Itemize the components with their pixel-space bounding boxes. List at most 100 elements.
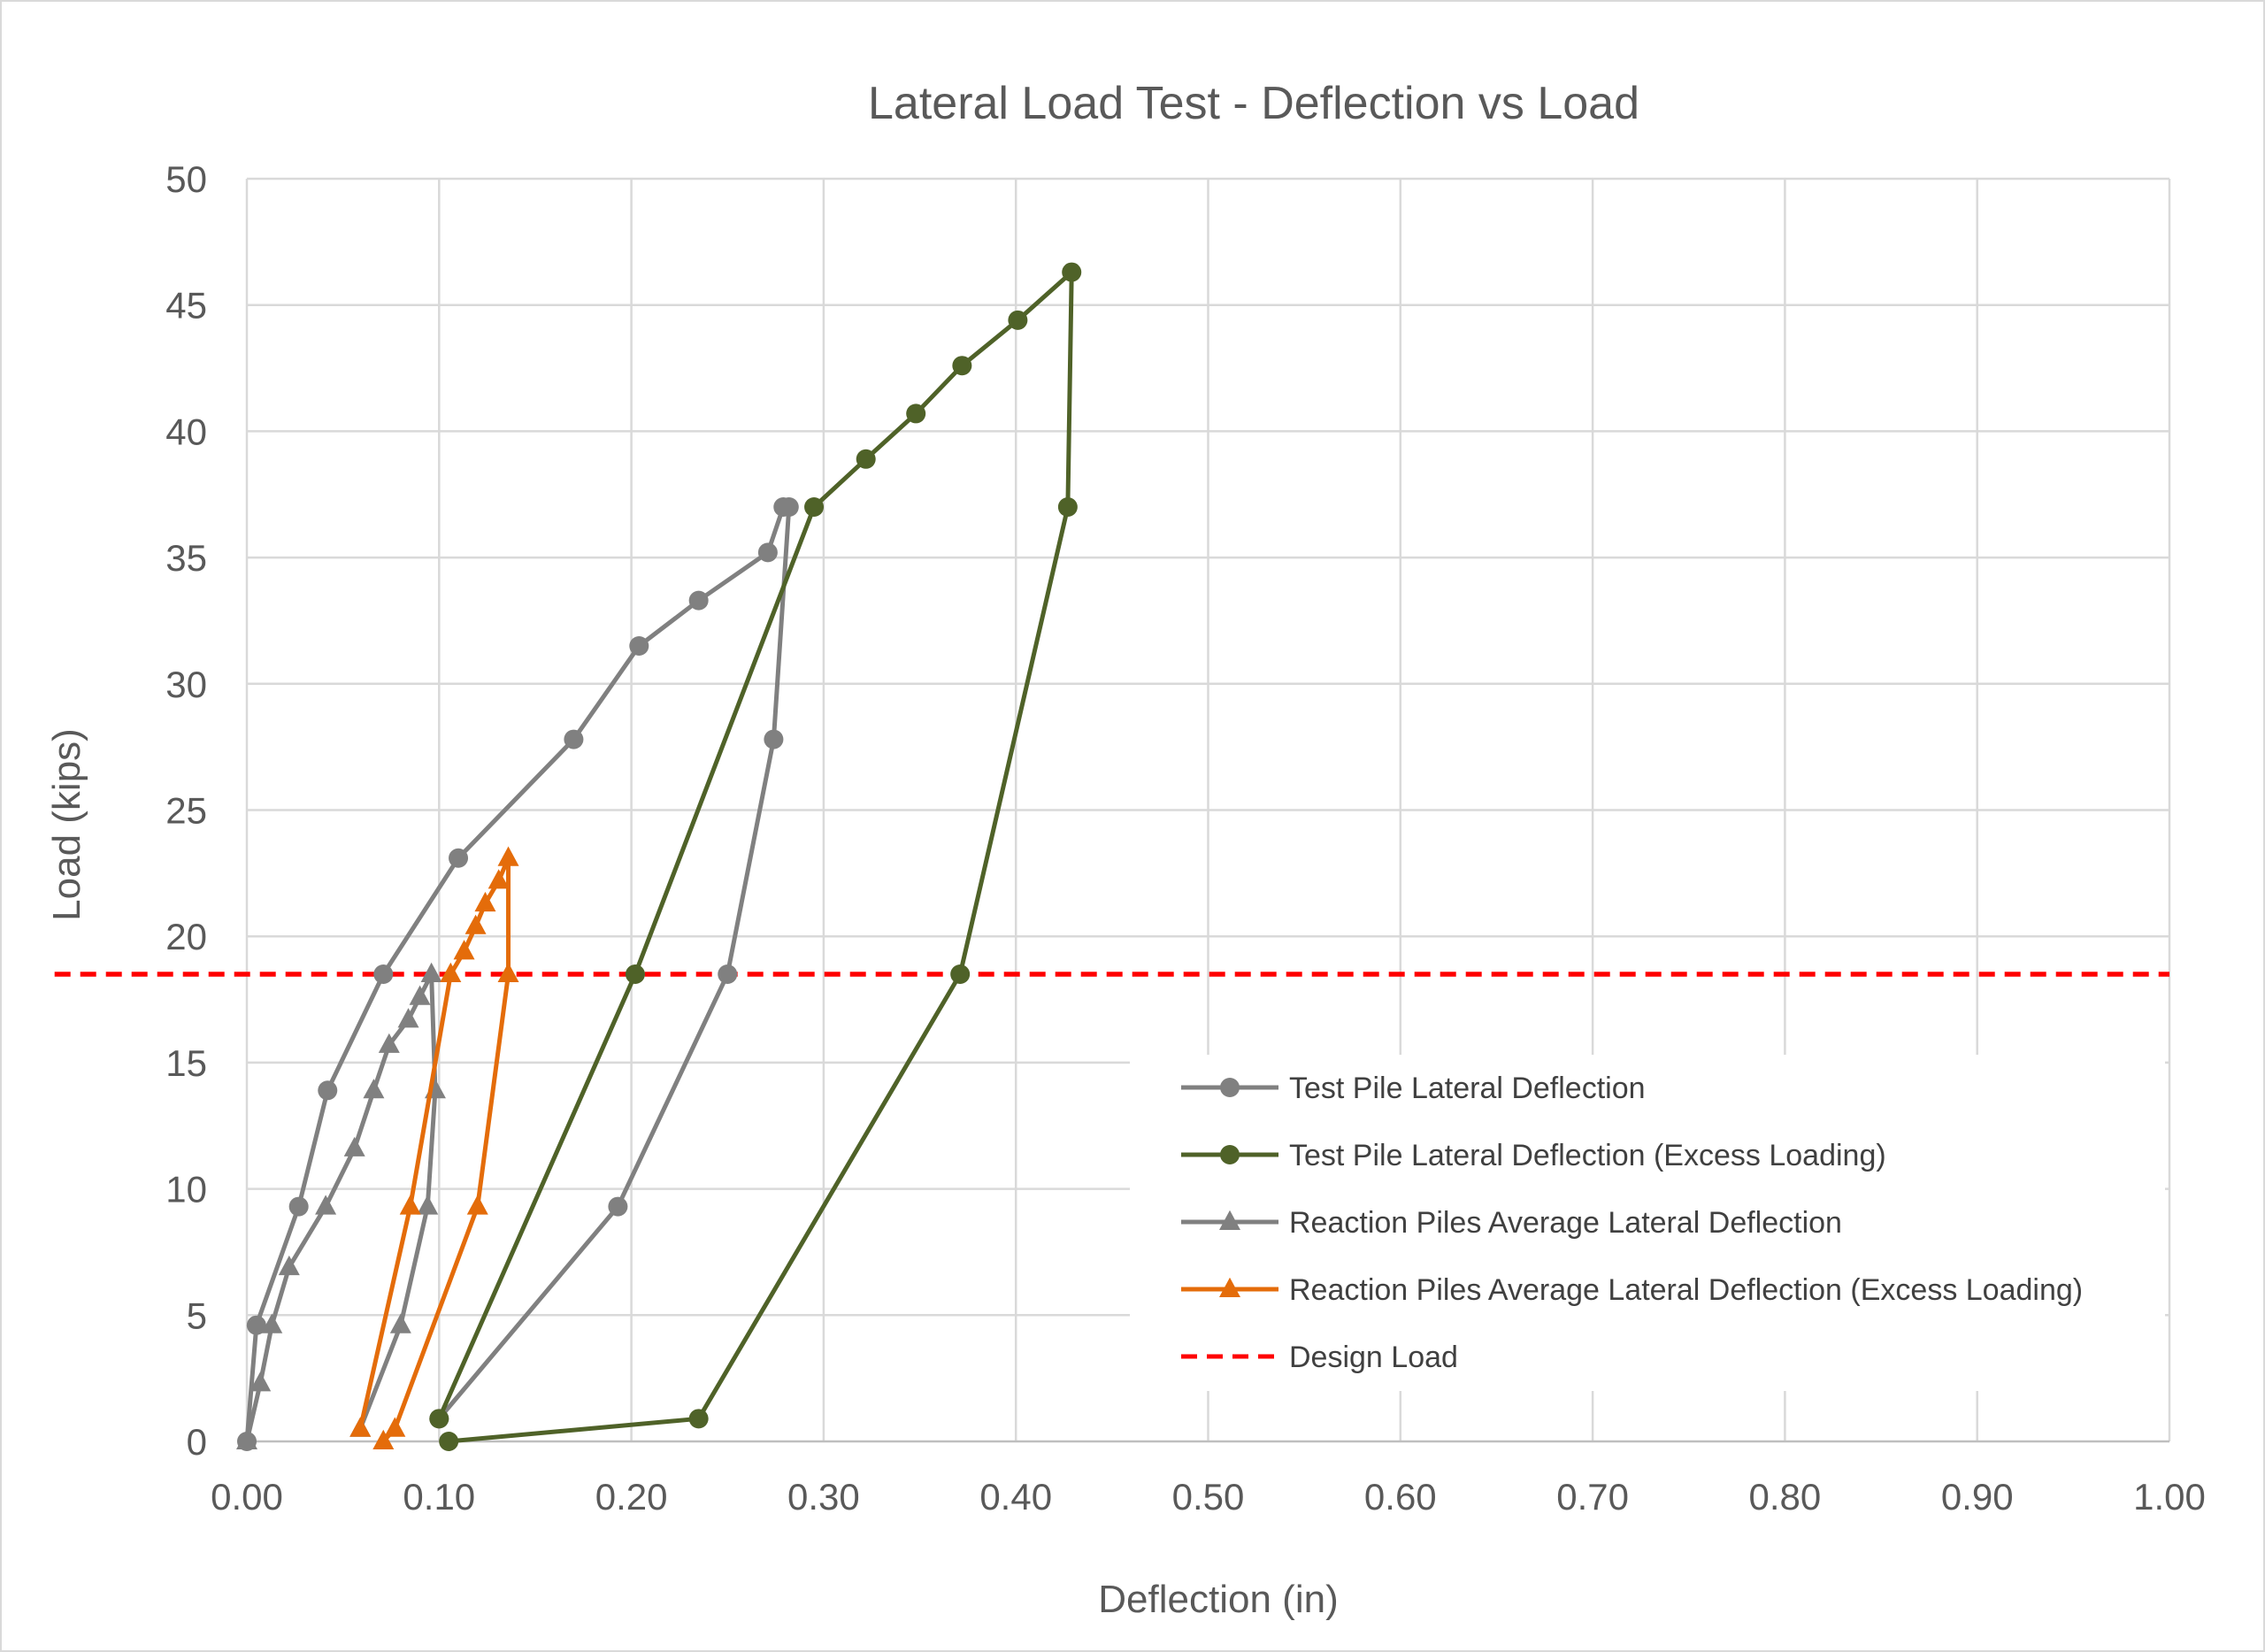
legend-background — [1130, 1055, 2165, 1391]
series-3 — [349, 846, 519, 1449]
data-point — [950, 964, 971, 985]
data-point — [453, 940, 475, 960]
series-0 — [237, 497, 799, 1451]
data-point — [440, 962, 462, 983]
data-point — [261, 1313, 283, 1333]
x-tick-label: 1.00 — [2133, 1476, 2206, 1518]
data-point — [363, 1079, 385, 1099]
x-tick-label: 0.50 — [1172, 1476, 1245, 1518]
data-point — [372, 1429, 395, 1449]
data-point — [449, 848, 469, 868]
data-point — [906, 403, 926, 424]
data-point — [288, 1196, 309, 1217]
data-point — [1057, 497, 1078, 518]
series-line — [357, 856, 511, 1443]
chart-title: Lateral Load Test - Deflection vs Load — [868, 78, 1639, 129]
x-tick-label: 0.00 — [211, 1476, 283, 1518]
legend-label: Reaction Piles Average Lateral Deflectio… — [1289, 1206, 1842, 1240]
series-1 — [429, 262, 1082, 1451]
y-tick-label: 50 — [165, 158, 207, 200]
legend-item: Test Pile Lateral Deflection (Excess Loa… — [1181, 1139, 1886, 1172]
data-point — [409, 985, 431, 1005]
legend-label: Design Load — [1289, 1341, 1458, 1374]
data-point — [237, 1432, 257, 1451]
data-point — [429, 1409, 449, 1429]
data-point — [417, 1195, 439, 1215]
legend-item: Reaction Piles Average Lateral Deflectio… — [1181, 1206, 1842, 1240]
data-point — [378, 1033, 400, 1053]
x-tick-label: 0.20 — [595, 1476, 668, 1518]
x-axis-title: Deflection (in) — [1098, 1578, 1338, 1621]
legend-label: Test Pile Lateral Deflection (Excess Loa… — [1289, 1139, 1886, 1172]
legend: Test Pile Lateral Deflection Test Pile La… — [1130, 1055, 2165, 1391]
y-tick-label: 20 — [165, 916, 207, 957]
data-point — [246, 1315, 266, 1335]
y-tick-label: 35 — [165, 537, 207, 579]
y-tick-label: 10 — [165, 1169, 207, 1210]
data-point — [373, 964, 394, 985]
series-line — [244, 504, 792, 1442]
data-point — [318, 1080, 338, 1101]
data-point — [757, 542, 778, 563]
x-tick-label: 0.10 — [403, 1476, 475, 1518]
legend-marker — [1220, 1145, 1240, 1164]
series-line — [437, 270, 1074, 1444]
legend-label: Test Pile Lateral Deflection — [1289, 1072, 1646, 1105]
data-point — [804, 497, 825, 518]
legend-marker — [1219, 1210, 1240, 1230]
data-point — [397, 1008, 419, 1028]
data-point — [488, 869, 510, 889]
x-tick-label: 0.40 — [979, 1476, 1052, 1518]
y-tick-label: 25 — [165, 790, 207, 832]
data-point — [779, 497, 799, 518]
x-tick-label: 0.30 — [787, 1476, 860, 1518]
data-point — [465, 914, 487, 934]
series-layer — [54, 262, 2169, 1451]
y-tick-label: 5 — [187, 1295, 207, 1336]
data-point — [1062, 262, 1082, 282]
legend-item: Design Load — [1181, 1341, 1458, 1374]
y-axis-title: Load (kips) — [45, 728, 88, 921]
legend-item: Test Pile Lateral Deflection — [1181, 1072, 1646, 1105]
data-point — [439, 1432, 459, 1451]
data-point — [688, 590, 709, 611]
data-point — [384, 1417, 406, 1437]
x-tick-label: 0.60 — [1364, 1476, 1437, 1518]
y-tick-label: 40 — [165, 411, 207, 452]
data-point — [399, 1195, 421, 1215]
data-point — [420, 962, 442, 983]
data-point — [315, 1195, 337, 1215]
data-point — [389, 1313, 411, 1333]
data-point — [764, 729, 784, 749]
legend-marker — [1219, 1277, 1240, 1297]
y-tick-label: 45 — [165, 285, 207, 327]
legend-item: Reaction Piles Average Lateral Deflectio… — [1181, 1273, 2083, 1307]
data-point — [497, 846, 519, 866]
x-tick-label: 0.90 — [1941, 1476, 2014, 1518]
data-point — [349, 1417, 372, 1437]
x-tick-labels: 0.00 0.10 0.20 0.30 0.40 0.50 0.60 0.70 0.80 0.90… — [211, 1476, 2206, 1518]
data-point — [718, 964, 738, 985]
data-point — [466, 1195, 488, 1215]
data-point — [688, 1409, 709, 1429]
y-tick-label: 15 — [165, 1042, 207, 1084]
y-tick-labels: 0 5 10 15 20 25 30 35 40 45 50 — [165, 158, 207, 1463]
data-point — [564, 729, 584, 749]
data-point — [1008, 310, 1028, 330]
data-point — [952, 356, 972, 376]
data-point — [856, 449, 876, 469]
data-point — [608, 1196, 628, 1217]
data-point — [343, 1136, 365, 1156]
legend-label: Reaction Piles Average Lateral Deflectio… — [1289, 1273, 2083, 1307]
data-point — [497, 962, 519, 983]
legend-marker — [1220, 1078, 1240, 1097]
data-point — [474, 891, 496, 912]
data-point — [278, 1255, 300, 1276]
y-tick-label: 0 — [187, 1421, 207, 1463]
y-tick-label: 30 — [165, 664, 207, 705]
data-point — [250, 1372, 272, 1392]
data-point — [629, 635, 649, 656]
data-point — [625, 964, 645, 985]
